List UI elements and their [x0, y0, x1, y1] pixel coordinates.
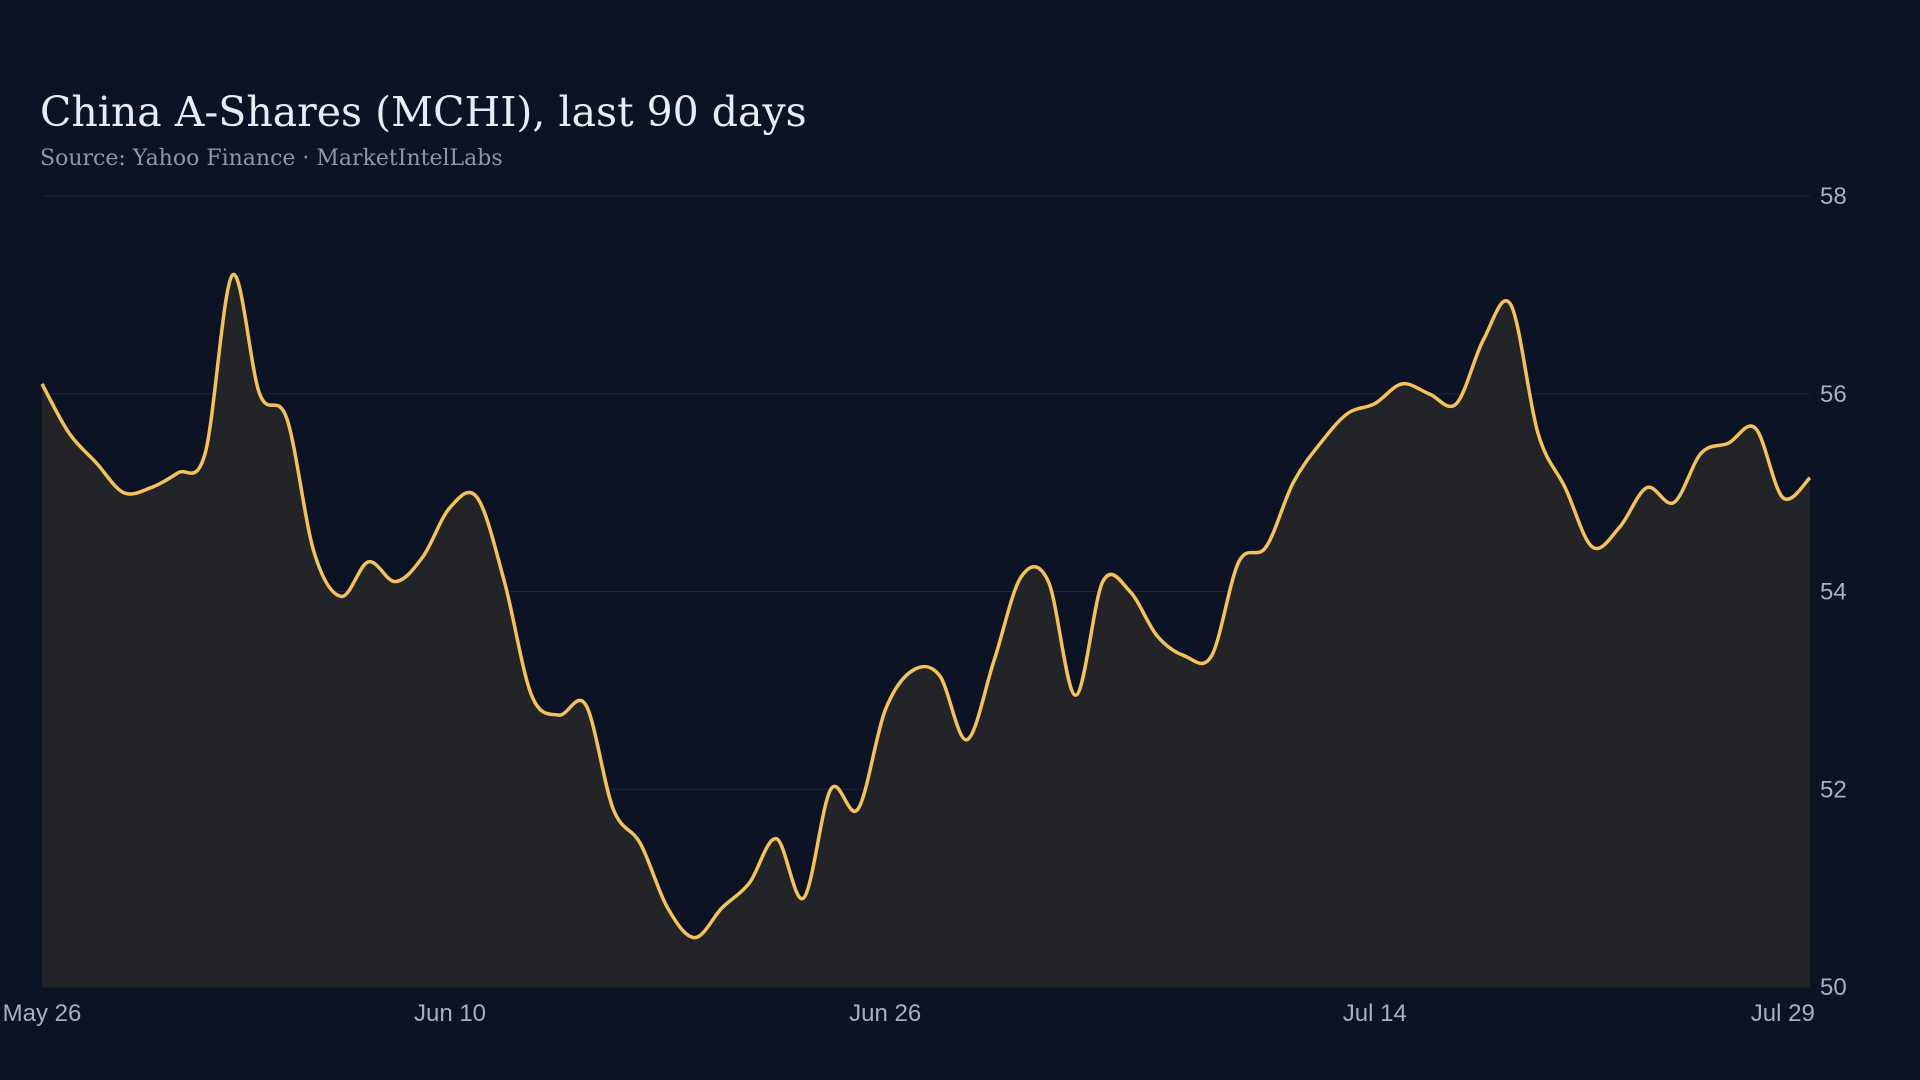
y-tick-label: 50	[1820, 974, 1847, 1001]
y-axis-ticks: 50 52 54 56 58	[1820, 183, 1847, 1001]
y-tick-label: 56	[1820, 381, 1847, 408]
price-area	[42, 274, 1810, 987]
chart-subtitle: Source: Yahoo Finance · MarketIntelLabs	[40, 146, 503, 171]
y-tick-label: 58	[1820, 183, 1847, 210]
price-line	[40, 273, 1812, 940]
x-tick-label: Jul 29	[1751, 1000, 1815, 1027]
x-tick-label: Jun 10	[414, 1000, 486, 1027]
y-tick-label: 52	[1820, 776, 1847, 803]
x-tick-label: May 26	[3, 1000, 82, 1027]
x-tick-label: Jul 14	[1343, 1000, 1407, 1027]
y-tick-label: 54	[1820, 579, 1847, 606]
x-tick-label: Jun 26	[849, 1000, 921, 1027]
chart-title: China A-Shares (MCHI), last 90 days	[40, 88, 807, 136]
